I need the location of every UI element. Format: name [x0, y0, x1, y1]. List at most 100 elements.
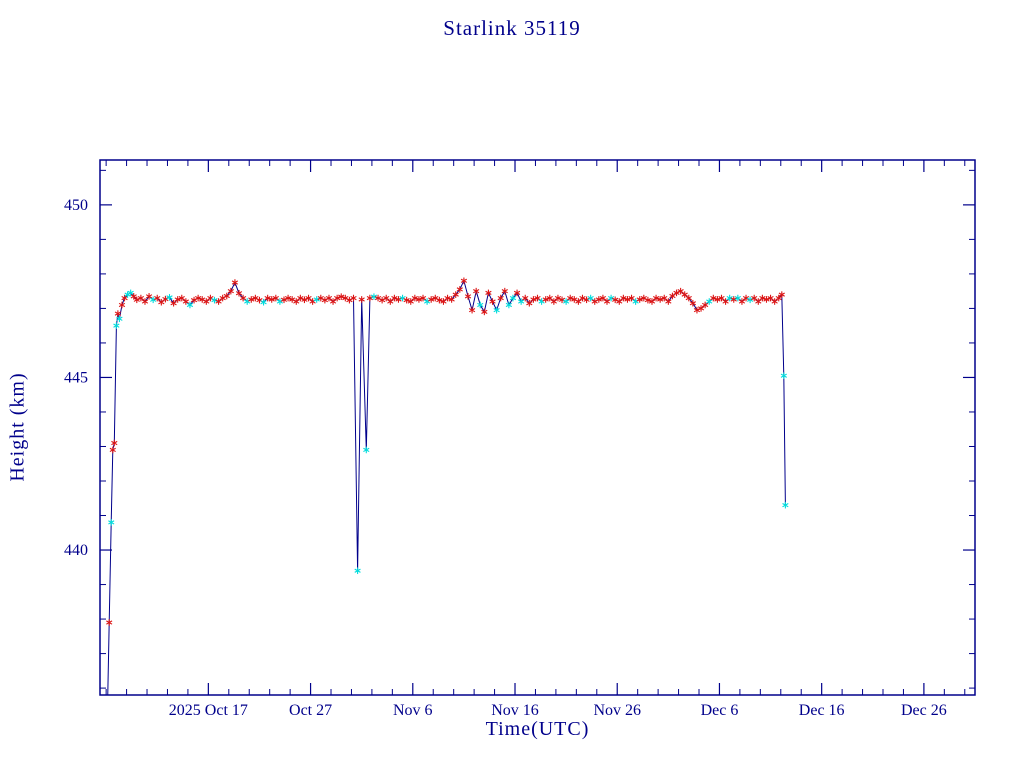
asterisk-marker: [354, 567, 361, 575]
asterisk-marker: [182, 298, 189, 305]
asterisk-marker: [460, 277, 468, 285]
asterisk-marker: [391, 294, 398, 302]
asterisk-marker: [677, 287, 684, 295]
y-tick-label: 440: [64, 542, 88, 559]
asterisk-marker: [248, 296, 255, 303]
asterisk-marker: [587, 294, 594, 302]
asterisk-marker: [778, 291, 785, 298]
asterisk-marker: [350, 294, 357, 302]
asterisk-marker: [473, 287, 480, 295]
asterisk-marker: [154, 294, 161, 302]
asterisk-marker: [411, 294, 418, 302]
asterisk-marker: [452, 291, 459, 298]
asterisk-marker: [436, 296, 443, 304]
x-tick-label: Dec 26: [901, 702, 947, 719]
x-axis-label: Time(UTC): [485, 718, 590, 740]
asterisk-marker: [235, 289, 243, 297]
asterisk-marker: [338, 293, 345, 300]
asterisk-marker: [648, 298, 656, 305]
asterisk-marker: [329, 298, 337, 305]
asterisk-marker: [264, 294, 271, 302]
asterisk-marker: [428, 296, 435, 303]
asterisk-marker: [485, 289, 492, 297]
asterisk-marker: [383, 294, 390, 302]
asterisk-marker: [293, 298, 300, 305]
asterisk-marker: [771, 298, 778, 305]
asterisk-marker: [603, 298, 611, 305]
asterisk-marker: [284, 294, 292, 302]
asterisk-marker: [706, 298, 713, 305]
asterisk-marker: [730, 296, 737, 303]
y-tick-label: 450: [64, 197, 88, 214]
asterisk-marker: [477, 301, 484, 309]
asterisk-marker: [657, 296, 664, 303]
asterisk-marker: [215, 298, 222, 305]
asterisk-marker: [231, 279, 239, 286]
asterisk-marker: [464, 293, 472, 300]
asterisk-marker: [137, 294, 145, 302]
asterisk-marker: [697, 305, 705, 312]
asterisk-marker: [325, 294, 333, 302]
asterisk-marker: [734, 294, 741, 302]
asterisk-marker: [616, 298, 623, 305]
asterisk-marker: [652, 294, 660, 302]
x-tick-label: Nov 6: [393, 702, 433, 719]
asterisk-marker: [158, 298, 165, 306]
asterisk-marker: [481, 308, 488, 316]
asterisk-marker: [440, 298, 447, 305]
asterisk-marker: [624, 296, 631, 303]
asterisk-marker: [505, 301, 513, 309]
asterisk-marker: [186, 301, 194, 309]
asterisk-marker: [759, 294, 766, 302]
asterisk-marker: [665, 298, 672, 305]
tick-labels: 2025 Oct 17 Oct 27 Nov 6 Nov 16 Nov 26 Dec 6 D…: [64, 197, 947, 719]
asterisk-marker: [415, 296, 423, 303]
asterisk-marker: [780, 372, 787, 380]
asterisk-marker: [170, 299, 177, 307]
y-tick-label: 445: [64, 369, 88, 386]
axis-ticks: [100, 160, 975, 695]
plot-frame: [99, 159, 976, 696]
asterisk-marker: [113, 322, 120, 329]
asterisk-marker: [321, 296, 329, 304]
x-tick-label: Nov 26: [593, 702, 641, 719]
asterisk-marker: [334, 294, 341, 302]
asterisk-marker: [395, 296, 402, 303]
asterisk-marker: [534, 294, 541, 302]
asterisk-marker: [444, 294, 451, 302]
asterisk-marker: [714, 296, 721, 303]
asterisk-marker: [530, 296, 537, 303]
asterisk-marker: [260, 298, 267, 306]
asterisk-marker: [118, 301, 126, 309]
asterisk-marker: [763, 296, 770, 303]
asterisk-marker: [407, 298, 414, 305]
asterisk-marker: [272, 294, 279, 302]
asterisk-marker: [546, 294, 553, 302]
asterisk-marker: [518, 298, 525, 305]
asterisk-marker: [313, 296, 320, 303]
asterisk-marker: [448, 296, 455, 303]
asterisk-marker: [366, 294, 373, 302]
asterisk-marker: [489, 298, 496, 305]
asterisk-marker: [305, 294, 312, 302]
asterisk-marker: [738, 298, 746, 305]
asterisk-marker: [174, 296, 181, 303]
x-tick-label: Oct 27: [289, 702, 332, 719]
asterisk-marker: [256, 296, 263, 304]
asterisk-marker: [550, 298, 557, 305]
asterisk-marker: [628, 294, 635, 302]
asterisk-marker: [227, 287, 234, 295]
asterisk-marker: [751, 294, 758, 302]
asterisk-marker: [203, 298, 210, 305]
asterisk-marker: [211, 296, 218, 304]
asterisk-marker: [718, 294, 725, 302]
data-series: [106, 277, 789, 695]
asterisk-marker: [166, 294, 173, 301]
asterisk-marker: [620, 294, 627, 302]
asterisk-marker: [419, 294, 427, 302]
asterisk-marker: [661, 294, 668, 302]
asterisk-marker: [685, 294, 692, 302]
asterisk-marker: [542, 296, 549, 303]
